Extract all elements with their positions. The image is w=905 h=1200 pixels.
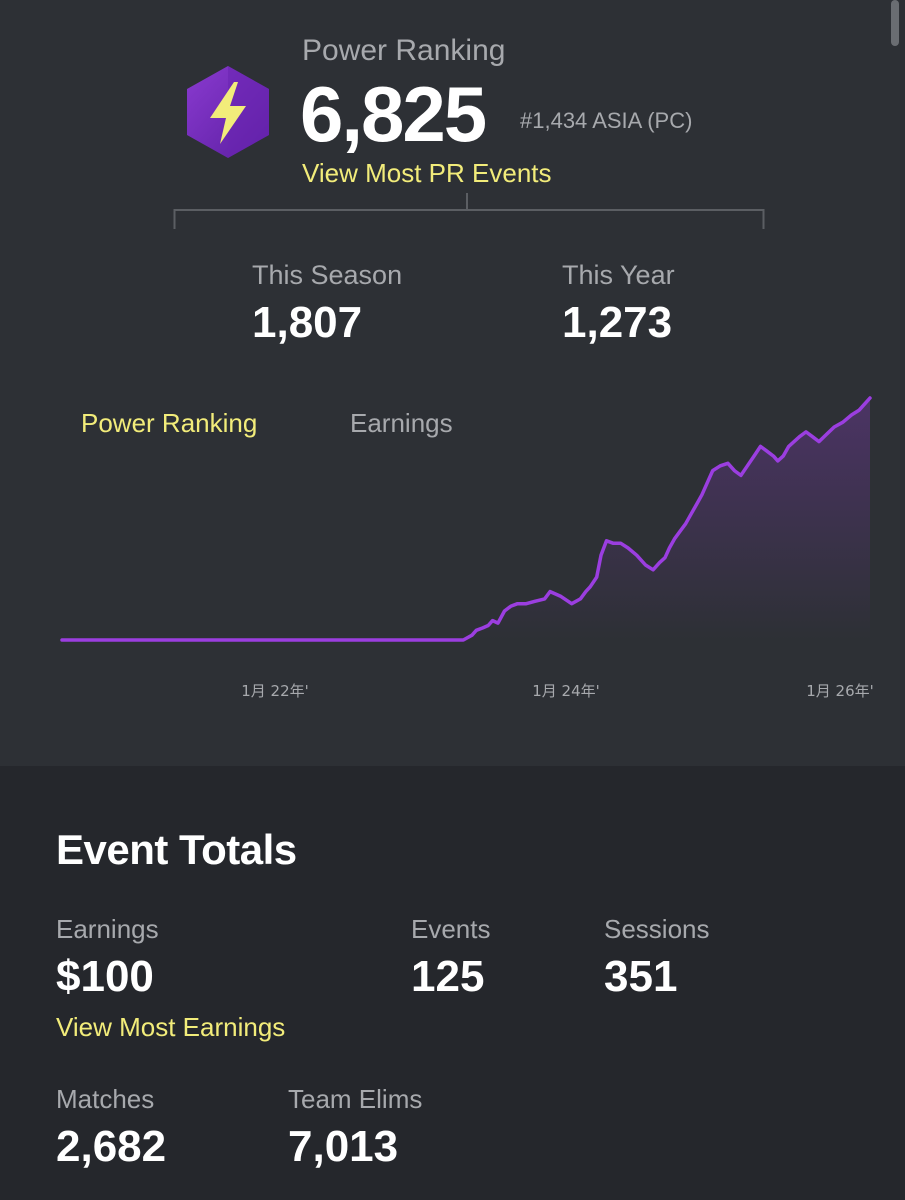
- lightning-bolt-icon: [187, 66, 269, 158]
- this-season-label: This Season: [252, 260, 403, 290]
- view-most-earnings-link[interactable]: View Most Earnings: [56, 1012, 286, 1042]
- x-tick-label: 1月 26年': [806, 682, 874, 700]
- this-year-value: 1,273: [562, 298, 673, 347]
- tab-power-ranking[interactable]: Power Ranking: [81, 408, 258, 438]
- regional-rank: #1,434 ASIA (PC): [520, 108, 693, 133]
- bracket-divider: [173, 193, 765, 229]
- earnings-label: Earnings: [56, 914, 159, 944]
- this-season-value: 1,807: [252, 298, 363, 347]
- sessions-label: Sessions: [604, 914, 710, 944]
- this-year-label: This Year: [562, 260, 675, 290]
- power-ranking-value: 6,825: [300, 70, 487, 158]
- chart-series-line: [60, 396, 872, 642]
- team-elims-value: 7,013: [288, 1122, 399, 1171]
- power-ranking-chart: 1月 22年' 1月 24年' 1月 26年': [60, 396, 874, 700]
- matches-value: 2,682: [56, 1122, 167, 1171]
- x-tick-label: 1月 22年': [241, 682, 309, 700]
- matches-label: Matches: [56, 1084, 155, 1114]
- events-label: Events: [411, 914, 491, 944]
- events-value: 125: [411, 952, 485, 1001]
- scrollbar[interactable]: [891, 0, 899, 46]
- tab-earnings[interactable]: Earnings: [350, 408, 453, 438]
- power-ranking-label: Power Ranking: [302, 34, 506, 67]
- chart-area-fill: [62, 398, 870, 640]
- team-elims-label: Team Elims: [288, 1084, 423, 1114]
- event-totals-title: Event Totals: [56, 826, 297, 873]
- sessions-value: 351: [604, 952, 678, 1001]
- x-tick-label: 1月 24年': [532, 682, 600, 700]
- view-most-pr-events-link[interactable]: View Most PR Events: [302, 158, 552, 188]
- earnings-value: $100: [56, 952, 154, 1001]
